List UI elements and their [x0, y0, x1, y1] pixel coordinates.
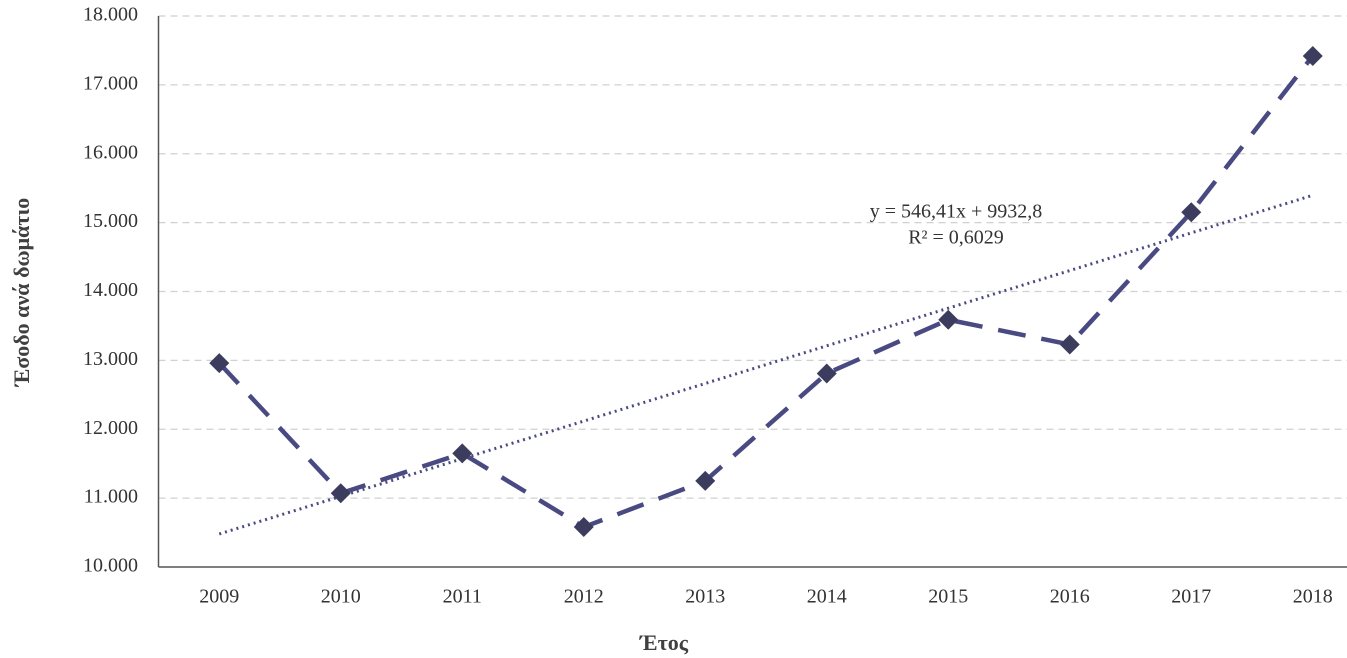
y-tick-label: 18.000 [83, 4, 138, 26]
x-axis-title: Έτος [639, 630, 689, 655]
y-tick-label: 15.000 [83, 210, 138, 232]
x-tick-label: 2009 [199, 586, 239, 608]
trendline-r2: R² = 0,6029 [908, 227, 1004, 249]
x-tick-label: 2015 [928, 586, 968, 608]
x-tick-label: 2014 [807, 586, 847, 608]
data-marker [938, 309, 959, 330]
y-tick-label: 14.000 [83, 279, 138, 301]
data-marker [209, 353, 230, 374]
x-tick-label: 2012 [564, 586, 604, 608]
x-tick-label: 2018 [1293, 586, 1333, 608]
x-tick-label: 2016 [1050, 586, 1090, 608]
data-line [217, 54, 1315, 530]
y-tick-label: 10.000 [83, 555, 138, 577]
trendline-equation: y = 546,41x + 9932,8 [870, 201, 1043, 223]
data-marker [816, 363, 837, 384]
data-marker [695, 470, 716, 491]
data-marker [1059, 334, 1080, 355]
x-tick-label: 2017 [1171, 586, 1211, 608]
y-tick-label: 16.000 [83, 141, 138, 163]
data-marker [1181, 202, 1202, 223]
y-tick-label: 13.000 [83, 348, 138, 370]
y-tick-label: 11.000 [84, 486, 138, 508]
trendline [218, 193, 1314, 536]
y-tick-label: 12.000 [83, 417, 138, 439]
data-marker [452, 443, 473, 464]
x-tick-label: 2010 [321, 586, 361, 608]
x-tick-label: 2013 [685, 586, 725, 608]
x-tick-label: 2011 [443, 586, 482, 608]
y-tick-label: 17.000 [83, 72, 138, 94]
y-axis-title: Έσοδο ανά δωμάτιο [9, 198, 34, 388]
data-marker [573, 517, 594, 538]
data-marker [1302, 45, 1323, 66]
data-marker [330, 483, 351, 504]
